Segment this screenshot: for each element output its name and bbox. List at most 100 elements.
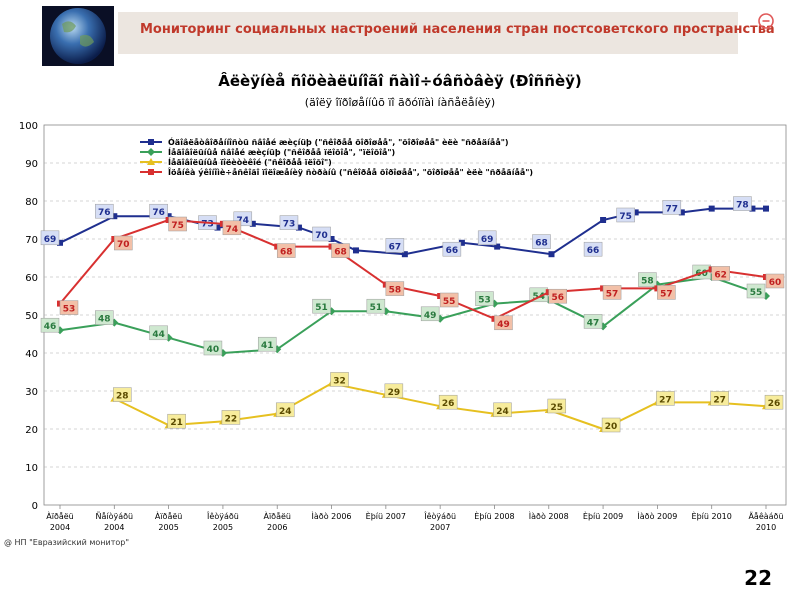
x-tick-label: Îêòÿáðü <box>423 510 456 521</box>
data-label-box <box>442 241 462 257</box>
data-label-box <box>385 238 405 253</box>
y-tick-label: 0 <box>32 501 38 512</box>
legend-label: Îöåíêà ýêîíîìè÷åñêîãî ïîëîæåíèÿ ñòðàíû (… <box>168 166 533 177</box>
data-label: 73 <box>283 220 296 230</box>
data-label-box <box>493 402 512 418</box>
data-label: 51 <box>370 303 383 313</box>
data-label: 76 <box>98 208 111 218</box>
x-tick-label: 2010 <box>756 523 776 532</box>
data-label-box <box>532 234 551 249</box>
data-label-box <box>168 216 187 232</box>
data-label-box <box>330 372 349 387</box>
circle-minus-logo <box>757 12 775 30</box>
data-label: 68 <box>535 239 548 249</box>
data-label-box <box>384 383 404 399</box>
page-number: 22 <box>744 566 772 590</box>
x-tick-label: 2007 <box>430 523 450 532</box>
data-point <box>57 239 63 246</box>
x-tick-label: 2005 <box>213 523 233 532</box>
data-label-box <box>275 402 295 418</box>
data-label-box <box>40 317 60 333</box>
x-tick-label: Àïðåëü <box>263 510 290 521</box>
data-point <box>708 205 715 212</box>
x-tick-label: Ìàðò 2006 <box>312 510 352 521</box>
data-label-box <box>366 298 386 314</box>
data-label-box <box>312 226 331 242</box>
y-tick-label: 10 <box>25 463 38 474</box>
x-tick-label: Èþíü 2009 <box>583 510 623 521</box>
data-label: 69 <box>44 235 57 245</box>
data-label: 58 <box>641 277 654 287</box>
data-label: 25 <box>551 403 564 413</box>
data-label: 26 <box>768 399 781 409</box>
data-point <box>249 220 256 227</box>
data-label-box <box>59 300 79 315</box>
data-label-box <box>583 241 603 257</box>
header-title: Мониторинг социальных настроений населен… <box>140 22 775 37</box>
data-label-box <box>548 288 568 304</box>
data-point <box>600 217 607 223</box>
series-line <box>59 218 767 320</box>
x-tick-label: Àïðåëü <box>46 510 73 521</box>
x-tick-label: Ìàðò 2008 <box>529 510 569 521</box>
x-tick-label: Èþíü 2007 <box>366 510 406 521</box>
data-label: 67 <box>389 242 402 252</box>
footnote: @ НП "Евразийский монитор" <box>4 538 130 547</box>
data-label: 20 <box>605 422 618 432</box>
data-label: 75 <box>171 221 184 231</box>
data-label-box <box>114 235 133 251</box>
x-tick-label: 2004 <box>50 523 70 532</box>
legend-swatch-marker <box>147 148 155 156</box>
data-label: 49 <box>497 320 510 330</box>
data-label-box <box>602 285 622 300</box>
x-tick-label: Èþíü 2008 <box>474 510 514 521</box>
data-label-box <box>279 215 299 230</box>
data-label: 74 <box>226 225 239 235</box>
data-label: 77 <box>666 204 679 214</box>
y-tick-label: 30 <box>25 387 38 398</box>
data-label: 53 <box>478 296 491 306</box>
data-point <box>678 209 685 216</box>
data-label: 53 <box>63 305 76 315</box>
header-bar <box>118 12 738 54</box>
y-tick-label: 100 <box>19 121 38 132</box>
data-label-box <box>656 391 675 406</box>
data-label: 57 <box>606 289 619 299</box>
data-label-box <box>95 203 114 219</box>
data-point <box>328 236 335 242</box>
data-label: 49 <box>424 311 437 321</box>
chart: Âëèÿíèå ñîöèàëüíîãî ñàìî÷óâñòâèÿ (Ðîññèÿ… <box>19 71 787 532</box>
y-tick-label: 40 <box>25 349 38 360</box>
x-tick-label: Îêòÿáðü <box>206 510 239 521</box>
data-label: 27 <box>713 395 726 405</box>
data-label-box <box>438 394 458 410</box>
data-label: 58 <box>389 286 402 296</box>
data-point <box>749 205 756 212</box>
data-point <box>632 209 639 216</box>
y-tick-label: 90 <box>25 159 38 170</box>
data-label: 47 <box>587 318 600 328</box>
data-label: 68 <box>334 248 347 258</box>
data-label-box <box>113 387 132 402</box>
data-label: 70 <box>117 240 130 250</box>
data-point <box>458 239 465 246</box>
data-label-box <box>711 266 730 281</box>
globe-icon <box>42 6 114 66</box>
data-label: 46 <box>44 322 57 332</box>
y-tick-label: 60 <box>25 273 38 284</box>
data-label: 70 <box>315 231 328 241</box>
data-label-box <box>149 203 168 219</box>
data-label: 74 <box>237 216 250 226</box>
data-label: 66 <box>587 246 600 256</box>
chart-subtitle: (äîëÿ îïðîøåííûõ ïî ãðóïïàì íàñåëåíèÿ) <box>305 96 495 109</box>
legend-label: Íåäîâîëüíûå ïîëèòèêîé ("ñêîðåå ïëîõî") <box>168 156 332 167</box>
y-tick-label: 80 <box>25 197 38 208</box>
data-label: 73 <box>201 220 214 230</box>
data-label-box <box>710 391 729 406</box>
data-label-box <box>331 243 350 258</box>
data-label: 66 <box>446 246 459 256</box>
series-line <box>59 275 767 355</box>
data-label-box <box>222 220 242 236</box>
x-tick-label: Èþíü 2010 <box>692 510 732 521</box>
data-label-box <box>475 291 494 306</box>
